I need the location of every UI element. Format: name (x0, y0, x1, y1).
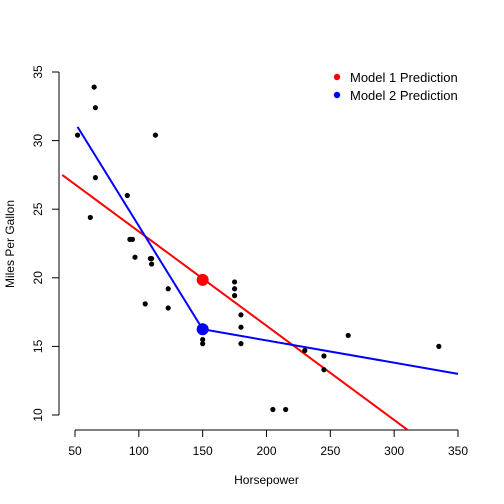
model-2-line (76, 126, 459, 375)
x-tick-label: 200 (256, 444, 276, 458)
data-point (92, 105, 99, 111)
model-2-prediction-point (196, 323, 209, 336)
legend: Model 1 Prediction Model 2 Prediction (333, 70, 458, 103)
data-point (321, 353, 327, 359)
data-point (302, 347, 308, 354)
data-point (129, 236, 136, 242)
data-point (321, 367, 327, 373)
data-point (231, 293, 238, 299)
data-point (91, 84, 97, 90)
y-axis-title: Miles Per Gallon (3, 200, 17, 288)
data-point (152, 132, 159, 138)
axes: 50 100 150 200 250 300 350 10 15 20 25 30 35 (31, 65, 468, 458)
y-tick-label: 20 (31, 271, 45, 285)
data-point (270, 406, 276, 413)
data-point (231, 279, 238, 285)
data-point (345, 332, 351, 339)
legend-marker-model-2 (333, 91, 341, 99)
data-point (87, 214, 93, 221)
model-1-line (61, 174, 410, 430)
data-point (200, 336, 206, 343)
legend-label-model-2: Model 2 Prediction (350, 88, 458, 103)
data-point (149, 255, 155, 262)
y-tick-label: 15 (31, 339, 45, 353)
y-tick-label: 35 (31, 65, 45, 79)
x-tick-label: 50 (68, 444, 82, 458)
data-point (149, 261, 155, 267)
prediction-markers (196, 273, 209, 336)
data-point (200, 341, 206, 347)
legend-marker-model-1 (333, 73, 341, 81)
x-tick-label: 250 (320, 444, 340, 458)
model-1-prediction-point (196, 273, 209, 286)
data-point (74, 132, 81, 138)
data-point (436, 343, 442, 349)
data-point (238, 341, 244, 347)
model-lines (61, 126, 459, 430)
x-tick-label: 150 (193, 444, 213, 458)
x-axis-title: Horsepower (234, 473, 299, 487)
x-tick-label: 350 (448, 444, 468, 458)
y-tick-label: 10 (31, 408, 45, 422)
y-tick-label: 30 (31, 134, 45, 148)
x-tick-label: 300 (384, 444, 404, 458)
data-point (283, 406, 289, 413)
data-point (238, 324, 244, 330)
data-point (142, 301, 148, 307)
legend-label-model-1: Model 1 Prediction (350, 70, 458, 85)
data-point (124, 192, 130, 199)
data-points (74, 84, 442, 413)
data-point (238, 312, 244, 318)
data-point (231, 286, 238, 292)
y-tick-label: 25 (31, 202, 45, 216)
data-point (165, 305, 171, 311)
data-point (132, 254, 138, 260)
data-point (165, 286, 171, 292)
data-point (92, 175, 99, 181)
x-tick-label: 100 (129, 444, 149, 458)
